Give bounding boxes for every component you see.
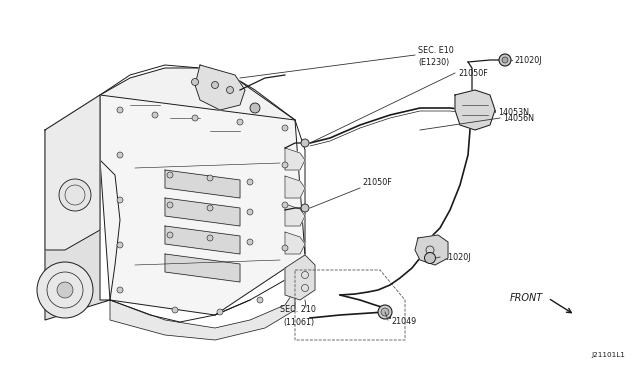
Text: 14056N: 14056N <box>503 113 534 122</box>
Circle shape <box>117 197 123 203</box>
Circle shape <box>247 209 253 215</box>
Circle shape <box>282 245 288 251</box>
Circle shape <box>207 175 213 181</box>
Text: 21020J: 21020J <box>443 253 470 262</box>
Circle shape <box>381 308 389 316</box>
Circle shape <box>167 232 173 238</box>
Circle shape <box>217 309 223 315</box>
Polygon shape <box>165 254 240 282</box>
Circle shape <box>117 152 123 158</box>
Polygon shape <box>415 235 448 265</box>
Circle shape <box>247 239 253 245</box>
Circle shape <box>59 179 91 211</box>
Text: SEC. 210: SEC. 210 <box>280 305 316 314</box>
Polygon shape <box>165 198 240 226</box>
Polygon shape <box>110 290 295 340</box>
Circle shape <box>282 125 288 131</box>
Circle shape <box>117 287 123 293</box>
Polygon shape <box>285 255 315 300</box>
Circle shape <box>227 87 234 93</box>
Circle shape <box>207 205 213 211</box>
Text: J21101L1: J21101L1 <box>591 352 625 358</box>
Text: 21049: 21049 <box>391 317 416 327</box>
Circle shape <box>257 297 263 303</box>
Circle shape <box>207 235 213 241</box>
Circle shape <box>172 307 178 313</box>
Text: (E1230): (E1230) <box>418 58 449 67</box>
Circle shape <box>167 202 173 208</box>
Circle shape <box>192 115 198 121</box>
Polygon shape <box>100 68 295 120</box>
Circle shape <box>247 179 253 185</box>
Text: SEC. E10: SEC. E10 <box>418 45 454 55</box>
Circle shape <box>282 202 288 208</box>
Circle shape <box>117 242 123 248</box>
Polygon shape <box>195 65 245 110</box>
Polygon shape <box>285 204 305 226</box>
Circle shape <box>167 172 173 178</box>
Polygon shape <box>45 95 110 320</box>
Text: FRONT: FRONT <box>510 293 543 303</box>
Text: 14053N: 14053N <box>498 108 529 116</box>
Polygon shape <box>165 170 240 198</box>
Polygon shape <box>285 148 305 170</box>
Circle shape <box>301 204 309 212</box>
Circle shape <box>502 57 508 63</box>
Circle shape <box>57 282 73 298</box>
Circle shape <box>301 139 309 147</box>
Polygon shape <box>45 95 100 250</box>
Polygon shape <box>165 226 240 254</box>
Text: 21050F: 21050F <box>458 68 488 77</box>
Circle shape <box>211 81 218 89</box>
Polygon shape <box>455 90 495 130</box>
Circle shape <box>37 262 93 318</box>
Circle shape <box>237 119 243 125</box>
Circle shape <box>378 305 392 319</box>
Polygon shape <box>285 232 305 254</box>
Circle shape <box>191 78 198 86</box>
Polygon shape <box>100 95 305 315</box>
Circle shape <box>117 107 123 113</box>
Text: 21050F: 21050F <box>362 177 392 186</box>
Circle shape <box>499 54 511 66</box>
Polygon shape <box>285 176 305 198</box>
Circle shape <box>250 103 260 113</box>
Text: 21020J: 21020J <box>514 55 541 64</box>
Circle shape <box>152 112 158 118</box>
Circle shape <box>424 253 435 263</box>
Text: (11061): (11061) <box>283 317 314 327</box>
Circle shape <box>282 162 288 168</box>
